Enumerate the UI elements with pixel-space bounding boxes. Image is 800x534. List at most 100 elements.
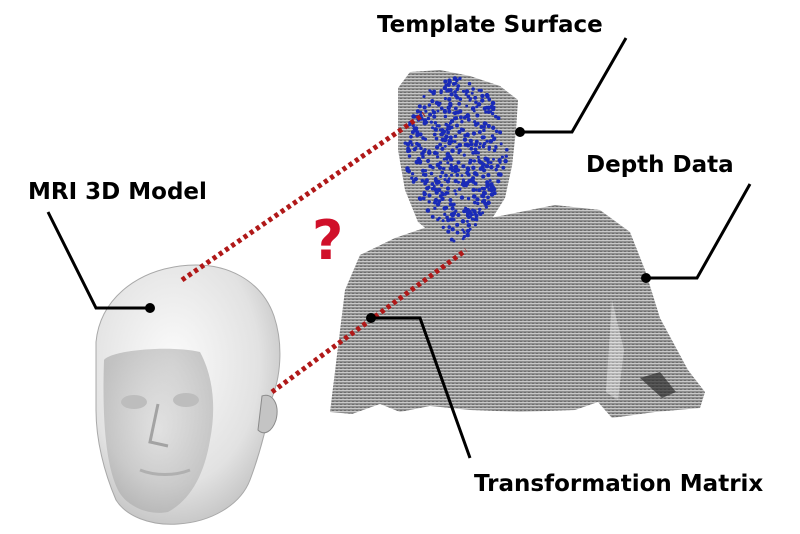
template-point	[436, 155, 440, 159]
template-point	[429, 171, 434, 176]
template-point	[488, 139, 494, 144]
template-point	[476, 155, 480, 159]
template-point	[466, 167, 471, 172]
mri-ear	[257, 394, 278, 434]
template-point	[464, 114, 468, 119]
template-point	[466, 94, 471, 99]
template-point	[453, 189, 457, 193]
leader-template-surface	[520, 37, 628, 134]
template-point	[443, 138, 448, 143]
template-point	[461, 237, 465, 241]
template-point	[430, 99, 435, 104]
template-point	[439, 106, 444, 111]
mri-mouth	[139, 468, 191, 476]
template-point	[467, 81, 472, 86]
template-point	[443, 178, 447, 182]
template-point	[453, 164, 458, 170]
template-point	[469, 146, 474, 151]
template-point	[489, 161, 493, 165]
template-point	[452, 218, 456, 222]
template-point	[438, 142, 442, 146]
template-point	[474, 100, 478, 104]
template-point	[422, 190, 426, 195]
label-depth-data: Depth Data	[586, 152, 734, 178]
template-point	[454, 192, 458, 196]
template-surface-points	[403, 76, 509, 243]
template-point	[430, 186, 435, 191]
template-point	[445, 89, 449, 93]
template-point	[452, 111, 456, 115]
template-point	[499, 142, 503, 146]
template-point	[472, 194, 477, 199]
template-point	[436, 109, 440, 113]
template-point	[484, 164, 490, 169]
template-point	[413, 128, 417, 133]
template-point	[447, 97, 452, 102]
template-point	[464, 181, 470, 186]
depth-data-cloud	[330, 70, 705, 418]
template-point	[489, 192, 495, 197]
template-point	[489, 110, 493, 114]
template-point	[473, 95, 478, 100]
template-point	[473, 223, 477, 227]
template-point	[427, 149, 431, 153]
template-point	[424, 186, 430, 191]
template-point	[437, 199, 442, 204]
template-point	[442, 206, 447, 211]
template-point	[456, 180, 461, 184]
template-point	[450, 227, 455, 232]
template-point	[423, 172, 428, 177]
template-point	[444, 134, 449, 140]
template-point	[442, 109, 448, 114]
template-point	[485, 94, 490, 99]
template-point	[500, 155, 504, 159]
template-point	[432, 150, 438, 156]
template-point	[432, 132, 437, 137]
template-point	[446, 130, 450, 135]
template-point	[422, 94, 426, 99]
template-point	[465, 104, 469, 108]
template-point	[480, 186, 484, 190]
template-point	[492, 136, 497, 141]
template-point	[427, 103, 432, 107]
template-point	[441, 225, 445, 230]
template-point	[480, 93, 485, 99]
template-point	[489, 104, 495, 110]
template-point	[471, 176, 476, 181]
template-point	[408, 123, 411, 127]
depth-body	[330, 205, 705, 418]
template-point	[487, 187, 492, 192]
template-point	[434, 136, 439, 141]
template-point	[482, 141, 487, 146]
template-point	[478, 207, 482, 212]
template-point	[428, 164, 433, 169]
leader-transformation-matrix	[371, 316, 472, 459]
template-point	[411, 180, 416, 184]
template-point	[429, 120, 434, 124]
template-point	[454, 78, 459, 83]
template-point	[498, 130, 503, 135]
template-point	[414, 146, 418, 150]
template-point	[482, 198, 487, 203]
template-point	[439, 132, 443, 137]
template-point	[466, 117, 471, 122]
question-mark: ?	[312, 209, 344, 272]
template-point	[440, 196, 445, 201]
template-point	[494, 168, 498, 172]
template-point	[492, 157, 495, 161]
template-point	[449, 217, 454, 222]
template-point	[439, 91, 443, 95]
template-point	[444, 191, 449, 195]
template-point	[449, 92, 454, 97]
template-point	[410, 176, 414, 180]
template-point	[434, 180, 440, 185]
template-point	[446, 82, 451, 87]
template-point	[443, 79, 448, 84]
template-point	[453, 93, 458, 98]
template-point	[435, 162, 441, 168]
template-point	[439, 183, 444, 187]
template-point	[449, 173, 454, 177]
template-point	[468, 138, 473, 143]
template-point	[453, 178, 458, 184]
template-point	[482, 128, 486, 132]
